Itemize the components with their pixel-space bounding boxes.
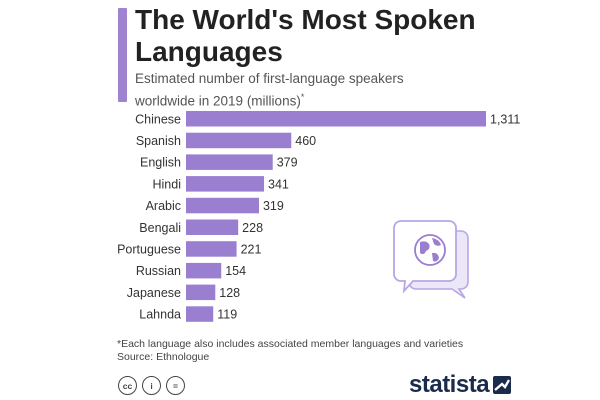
category-label-spanish: Spanish (136, 134, 181, 148)
bar-chart: Chinese 1,311 Spanish 460 English 379 Hindi 341… (117, 111, 520, 322)
title-accent-bar (118, 8, 127, 102)
value-label-english: 379 (277, 156, 298, 170)
category-label-bengali: Bengali (139, 221, 181, 235)
value-label-hindi: 341 (268, 177, 289, 191)
bar-lahnda (186, 306, 214, 322)
subtitle-line-1: Estimated number of first-language speak… (135, 71, 404, 86)
footnote-source: Source: Ethnologue (117, 351, 210, 363)
footnote-note: *Each language also includes associated … (117, 338, 464, 350)
category-label-chinese: Chinese (135, 112, 181, 126)
license-icons: cc i = (118, 376, 185, 395)
bar-hindi (186, 176, 265, 192)
value-label-lahnda: 119 (217, 308, 237, 322)
bar-japanese (186, 284, 216, 301)
value-label-portuguese: 221 (241, 242, 262, 256)
value-label-russian: 154 (225, 264, 246, 278)
value-label-chinese: 1,311 (490, 112, 520, 126)
bar-chinese (186, 111, 486, 127)
category-label-english: English (140, 156, 181, 170)
category-label-portuguese: Portuguese (117, 242, 181, 256)
attribution-icon[interactable]: i (142, 376, 161, 395)
subtitle: Estimated number of first-language speak… (135, 70, 555, 111)
title-line-2: Languages (135, 36, 283, 67)
title-line-1: The World's Most Spoken (135, 4, 476, 35)
brand-name: statista (409, 371, 490, 398)
value-label-bengali: 228 (242, 221, 263, 235)
page-title: The World's Most Spoken Languages (135, 4, 575, 68)
value-label-japanese: 128 (219, 286, 240, 300)
speech-bubble-globe-icon (393, 220, 469, 299)
bar-bengali (186, 219, 239, 235)
bar-russian (186, 262, 222, 279)
subtitle-line-2: worldwide in 2019 (millions)* (135, 92, 305, 109)
category-label-lahnda: Lahnda (139, 308, 181, 322)
statista-logo-icon (493, 376, 512, 394)
footnote: *Each language also includes associated … (117, 338, 463, 364)
no-derivatives-icon[interactable]: = (166, 376, 185, 395)
bars-group: Chinese 1,311 Spanish 460 English 379 Hindi 341… (117, 111, 520, 322)
bar-spanish (186, 132, 292, 149)
category-label-hindi: Hindi (153, 177, 182, 191)
bar-english (186, 154, 273, 170)
cc-icon[interactable]: cc (118, 376, 137, 395)
bar-portuguese (186, 241, 237, 257)
value-label-arabic: 319 (263, 199, 284, 213)
brand-logo[interactable]: statista (409, 371, 512, 399)
category-label-japanese: Japanese (127, 286, 181, 300)
bar-arabic (186, 197, 259, 214)
value-label-spanish: 460 (295, 134, 316, 148)
category-label-arabic: Arabic (146, 199, 181, 213)
category-label-russian: Russian (136, 264, 181, 278)
